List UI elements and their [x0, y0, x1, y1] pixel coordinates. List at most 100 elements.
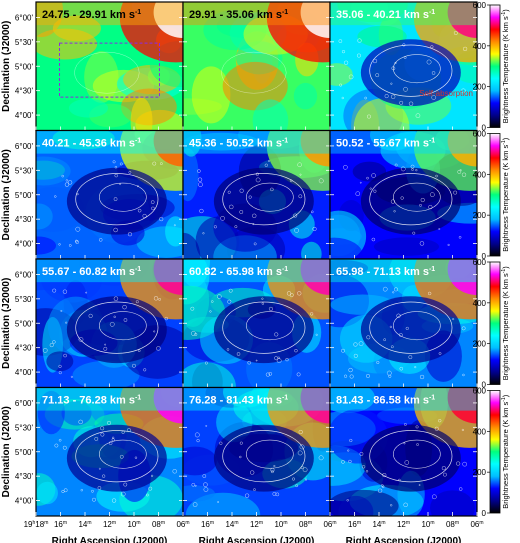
- contour-line: [390, 504, 393, 507]
- contour-line: [123, 318, 128, 322]
- contour-line: [431, 494, 437, 500]
- contour-line: [298, 429, 303, 435]
- contour-line: [75, 430, 159, 483]
- absorption-region: [66, 167, 167, 235]
- contour-line: [377, 488, 383, 493]
- contour-line: [297, 162, 302, 168]
- right-ascension-tick-label: 16m: [54, 520, 67, 529]
- contour-line: [132, 363, 136, 368]
- emission-blob: [330, 63, 353, 86]
- contour-line: [222, 173, 306, 226]
- contour-line: [100, 426, 105, 431]
- contour-line: [289, 293, 294, 298]
- declination-tick-label: 5°30': [15, 166, 34, 175]
- emission-band: [36, 130, 183, 154]
- emission-blob: [61, 400, 92, 426]
- contour-line: [392, 291, 395, 294]
- contour-line: [202, 232, 205, 235]
- contour-line: [158, 298, 161, 301]
- contour-line: [349, 374, 354, 379]
- absorption-region: [66, 296, 167, 364]
- contour-line: [434, 426, 439, 431]
- contour-line: [159, 217, 164, 222]
- contour-line: [341, 348, 345, 353]
- colorbar-tick-label: 600: [473, 1, 487, 10]
- contour-line: [209, 310, 212, 313]
- contour-line: [78, 419, 83, 425]
- colorbar-scale: [489, 261, 501, 385]
- contour-line: [429, 192, 435, 198]
- contour-line: [427, 291, 432, 296]
- contour-line: [297, 450, 303, 456]
- contour-line: [58, 371, 62, 375]
- right-ascension-tick-label: 12m: [103, 520, 116, 529]
- contour-line: [270, 187, 274, 192]
- contour-line: [294, 228, 299, 233]
- contour-line: [402, 43, 406, 47]
- colorbar-scale: [489, 390, 501, 514]
- contour-line: [239, 455, 242, 459]
- contour-line: [384, 94, 389, 99]
- channel-panel: 50.52 - 55.67 km s-1: [329, 129, 478, 260]
- emission-blob: [330, 489, 399, 516]
- emission-blob: [447, 387, 477, 424]
- contour-line: [239, 210, 244, 214]
- channel-velocity-label: 55.67 - 60.82 km s-1: [42, 266, 141, 278]
- channel-panel: 76.28 - 81.43 km s-1: [182, 386, 331, 517]
- contour-line: [227, 299, 232, 304]
- channel-velocity-label: 65.98 - 71.13 km s-1: [336, 266, 435, 278]
- contour-line: [253, 242, 257, 246]
- panel-grid: 24.75 - 29.91 km s-1 29.91 - 35.06 km s-1…: [35, 1, 478, 517]
- contour-line: [369, 430, 453, 483]
- contour-line: [418, 484, 421, 486]
- contour-line: [366, 373, 370, 378]
- contour-line: [111, 498, 117, 503]
- contour-line: [408, 101, 414, 106]
- emission-band: [183, 130, 330, 154]
- contour-line: [390, 82, 393, 85]
- right-ascension-tick-label: 16m: [201, 520, 214, 529]
- contour-line: [372, 58, 378, 64]
- contour-line: [190, 306, 195, 311]
- contour-line: [99, 311, 147, 341]
- contour-line: [315, 333, 318, 336]
- contour-line: [419, 374, 425, 380]
- contour-line: [80, 488, 83, 492]
- contour-line: [430, 45, 434, 49]
- emission-blob: [183, 132, 259, 151]
- right-ascension-tick-label: 06m: [323, 520, 336, 529]
- right-ascension-axes: 19h18m 16m 14m 12m 10m 08m 06m Right Ascension …: [24, 520, 484, 543]
- declination-axis-title: Declination (J2000): [1, 21, 12, 112]
- contour-line: [247, 360, 251, 365]
- contour-line: [114, 166, 118, 169]
- contour-line: [393, 210, 396, 213]
- contour-line: [400, 166, 406, 172]
- contour-line: [383, 338, 387, 342]
- contour-line: [299, 444, 305, 450]
- contour-line: [217, 501, 220, 503]
- emission-blob: [52, 15, 101, 42]
- right-ascension-tick-label: 08m: [299, 520, 312, 529]
- colorbar-tick-label: 200: [473, 211, 487, 220]
- colorbar-tick-label: 400: [473, 427, 487, 436]
- contour-line: [107, 420, 111, 425]
- contour-line: [54, 195, 57, 198]
- contour-line: [343, 164, 348, 170]
- contour-line: [285, 357, 289, 362]
- contour-line: [302, 467, 308, 473]
- contour-line: [341, 96, 344, 100]
- contour-line: [366, 114, 371, 119]
- contour-line: [393, 54, 441, 84]
- contour-line: [62, 445, 67, 450]
- contour-line: [113, 296, 119, 301]
- emission-blob: [165, 216, 183, 247]
- absorption-region: [360, 424, 461, 492]
- emission-blob: [46, 351, 74, 372]
- declination-tick-label: 6°00': [15, 142, 34, 151]
- contour-line: [462, 46, 468, 52]
- contour-line: [191, 482, 196, 487]
- declination-tick-label: 4°00': [15, 497, 34, 506]
- contour-line: [252, 213, 257, 218]
- contour-line: [109, 321, 115, 327]
